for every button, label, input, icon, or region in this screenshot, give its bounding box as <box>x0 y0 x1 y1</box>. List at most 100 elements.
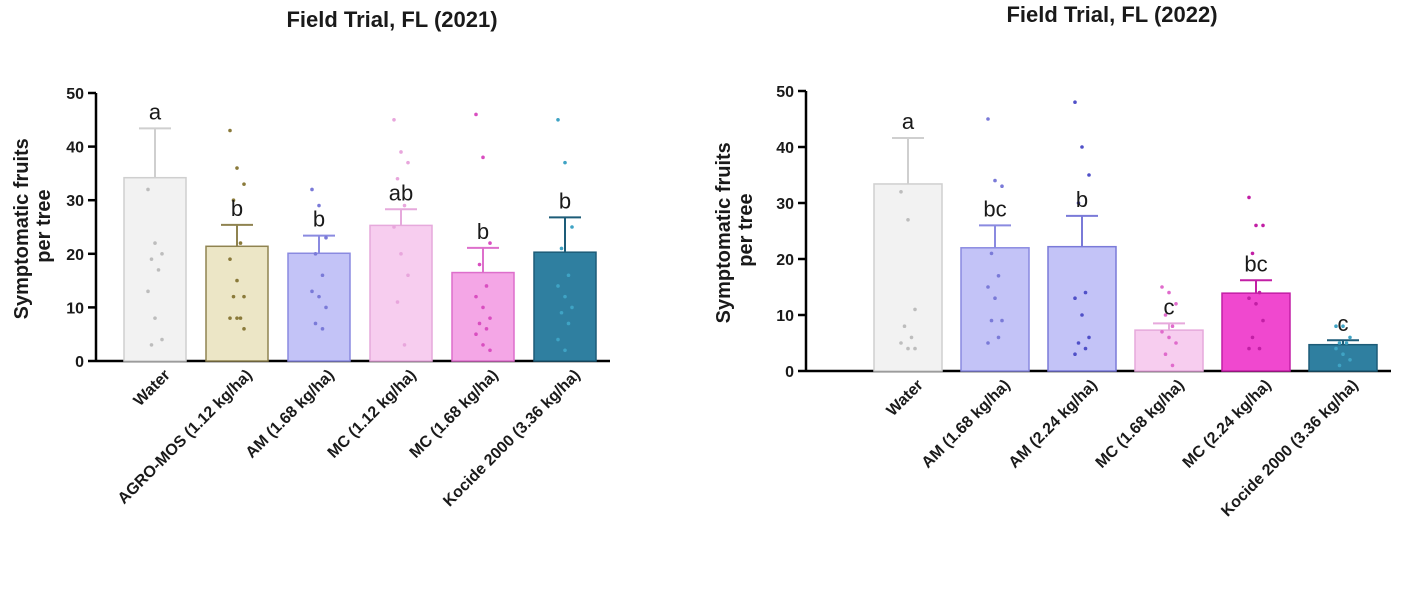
x-category-label: AM (1.68 kg/ha) <box>243 367 338 462</box>
data-point <box>906 218 910 222</box>
x-category-label: MC (1.68 kg/ha) <box>1093 377 1188 472</box>
data-point <box>1337 363 1342 368</box>
data-point <box>1076 201 1081 205</box>
data-point <box>488 348 492 353</box>
data-point <box>556 284 560 288</box>
data-point <box>899 190 903 194</box>
data-point <box>481 305 485 310</box>
data-point <box>566 321 571 326</box>
data-point <box>563 160 567 165</box>
data-point <box>324 235 328 240</box>
data-point <box>1261 223 1265 228</box>
data-point <box>1087 173 1091 177</box>
data-point <box>1254 223 1258 228</box>
chart-panel-2021: Field Trial, FL (2021) Symptomatic fruit… <box>11 7 610 510</box>
data-point <box>986 117 990 121</box>
data-point <box>231 198 236 202</box>
data-point <box>317 203 321 208</box>
data-point <box>986 285 990 289</box>
significance-letter: b <box>559 188 571 213</box>
bar <box>123 176 187 362</box>
data-point <box>1160 330 1164 334</box>
significance-letter: b <box>313 207 325 232</box>
data-point <box>160 337 164 342</box>
data-point <box>228 128 232 133</box>
data-point <box>1348 358 1352 362</box>
data-point <box>1163 313 1168 317</box>
data-point <box>477 321 482 326</box>
data-point <box>235 278 239 283</box>
significance-letter: ab <box>389 180 413 205</box>
bar <box>1308 343 1378 372</box>
data-point <box>477 262 482 267</box>
x-category-label: Water <box>884 377 927 420</box>
significance-letter: a <box>902 109 915 134</box>
bar <box>960 247 1030 372</box>
y-tick-label: 10 <box>66 300 84 317</box>
y-tick-label: 50 <box>66 86 84 103</box>
data-point <box>310 187 314 192</box>
data-point <box>993 178 997 183</box>
data-point <box>313 321 318 326</box>
data-point <box>906 346 910 351</box>
y-tick-label: 30 <box>776 196 794 213</box>
data-point <box>156 268 161 272</box>
significance-letter: bc <box>983 196 1006 221</box>
chart-title: Field Trial, FL (2021) <box>286 7 497 32</box>
chart-panel-2022: Field Trial, FL (2022) Symptomatic fruit… <box>713 2 1391 520</box>
data-point <box>235 166 239 170</box>
data-point <box>566 273 571 278</box>
significance-letter: bc <box>1244 251 1267 276</box>
data-point <box>242 182 246 186</box>
data-point <box>1174 341 1178 345</box>
data-point <box>313 252 318 256</box>
data-point <box>1167 290 1171 295</box>
data-point <box>1160 285 1164 289</box>
data-point <box>1080 145 1084 149</box>
data-point <box>996 335 1001 340</box>
data-point <box>395 176 400 181</box>
bar <box>205 245 269 362</box>
data-point <box>320 273 325 278</box>
data-point <box>1083 290 1088 295</box>
data-point <box>1348 335 1352 340</box>
data-point <box>1170 363 1175 368</box>
data-point <box>1247 346 1251 351</box>
data-point <box>1076 341 1081 345</box>
data-point <box>235 316 239 320</box>
significance-letter: b <box>1076 187 1088 212</box>
data-point <box>228 316 232 320</box>
data-point <box>902 324 907 329</box>
data-point <box>993 296 997 301</box>
y-tick-label: 0 <box>785 364 794 381</box>
data-point <box>913 346 917 351</box>
data-point <box>899 341 903 345</box>
x-category-label: Water <box>131 367 174 410</box>
data-point <box>406 273 410 278</box>
y-tick-label: 20 <box>66 247 84 264</box>
data-point <box>153 241 157 245</box>
data-point <box>310 289 314 294</box>
data-point <box>563 348 567 353</box>
data-point <box>1163 352 1168 357</box>
data-point <box>474 112 478 117</box>
x-category-label: MC (2.24 kg/ha) <box>1180 377 1275 472</box>
data-point <box>238 316 243 320</box>
data-point <box>392 225 396 229</box>
data-point <box>402 203 407 208</box>
x-category-label: MC (1.12 kg/ha) <box>325 367 420 462</box>
bar <box>873 183 943 372</box>
data-point <box>1247 296 1251 301</box>
data-point <box>242 327 246 331</box>
data-point <box>1247 195 1251 200</box>
data-point <box>909 335 914 340</box>
data-point <box>1073 296 1077 301</box>
significance-letter: b <box>477 219 489 244</box>
data-point <box>395 300 400 304</box>
data-point <box>1257 290 1262 295</box>
data-point <box>1334 346 1338 351</box>
data-point <box>149 343 154 347</box>
data-point <box>484 327 489 331</box>
data-point <box>556 118 560 122</box>
